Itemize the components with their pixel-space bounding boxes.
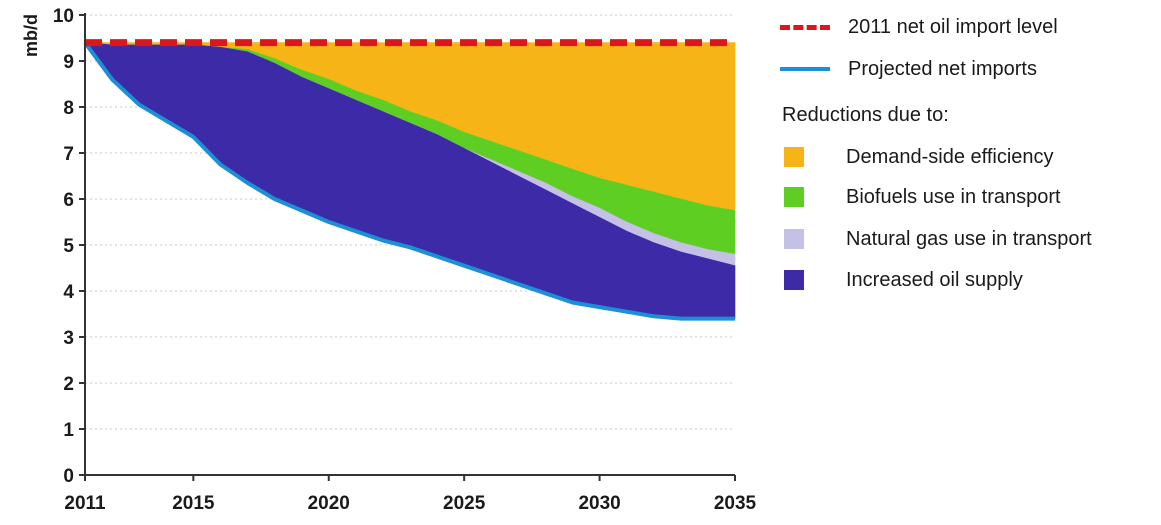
x-tick-label-2015: 2015 [172, 493, 215, 514]
y-tick-label-9: 9 [63, 52, 74, 73]
green-swatch-icon [784, 187, 804, 207]
dashed-line-swatch-icon [780, 24, 830, 30]
y-tick-label-4: 4 [63, 282, 74, 303]
legend-label-projected: Projected net imports [848, 57, 1037, 80]
y-tick-label-0: 0 [63, 466, 74, 487]
y-tick-label-2: 2 [63, 374, 74, 395]
legend-heading: Reductions due to: [782, 104, 949, 126]
legend-label-reference: 2011 net oil import level [848, 15, 1058, 38]
y-tick-label-6: 6 [63, 190, 74, 211]
legend-label-series-1: Biofuels use in transport [846, 185, 1061, 208]
legend-item-projected: Projected net imports [780, 54, 1037, 84]
stacked-areas [84, 42, 736, 319]
legend-item-series-2: Natural gas use in transport [780, 224, 1092, 254]
x-tick-label-2030: 2030 [578, 493, 620, 514]
y-tick-label-7: 7 [63, 144, 74, 165]
purple-swatch-icon [784, 270, 804, 290]
y-tick-label-10: 10 [53, 6, 74, 27]
series-lines [83, 39, 735, 321]
legend-item-series-0: Demand-side efficiency [780, 142, 1054, 172]
y-tick-label-1: 1 [63, 420, 74, 441]
x-tick-label-2025: 2025 [443, 493, 486, 514]
legend-item-reference: 2011 net oil import level [780, 12, 1058, 42]
legend-item-series-3: Increased oil supply [780, 265, 1023, 295]
x-tick-label-2035: 2035 [714, 493, 757, 514]
y-unit-label: mb/d [21, 14, 41, 57]
projected-net-imports-line [83, 41, 735, 321]
legend-label-series-3: Increased oil supply [846, 268, 1023, 291]
axes: 0 1 2 3 4 5 6 7 8 9 10 2011 2015 2020 2025 2030 2035 [53, 6, 757, 514]
x-tick-label-2020: 2020 [308, 493, 350, 514]
x-tick-label-2011: 2011 [64, 493, 106, 514]
y-tick-label-8: 8 [63, 98, 74, 119]
legend-item-series-1: Biofuels use in transport [780, 182, 1061, 212]
orange-swatch-icon [784, 147, 804, 167]
lavender-swatch-icon [784, 229, 804, 249]
y-tick-label-5: 5 [63, 236, 74, 257]
legend-label-series-2: Natural gas use in transport [846, 227, 1092, 250]
y-tick-label-3: 3 [63, 328, 74, 349]
legend-label-series-0: Demand-side efficiency [846, 145, 1054, 168]
solid-line-swatch-icon [780, 67, 830, 71]
